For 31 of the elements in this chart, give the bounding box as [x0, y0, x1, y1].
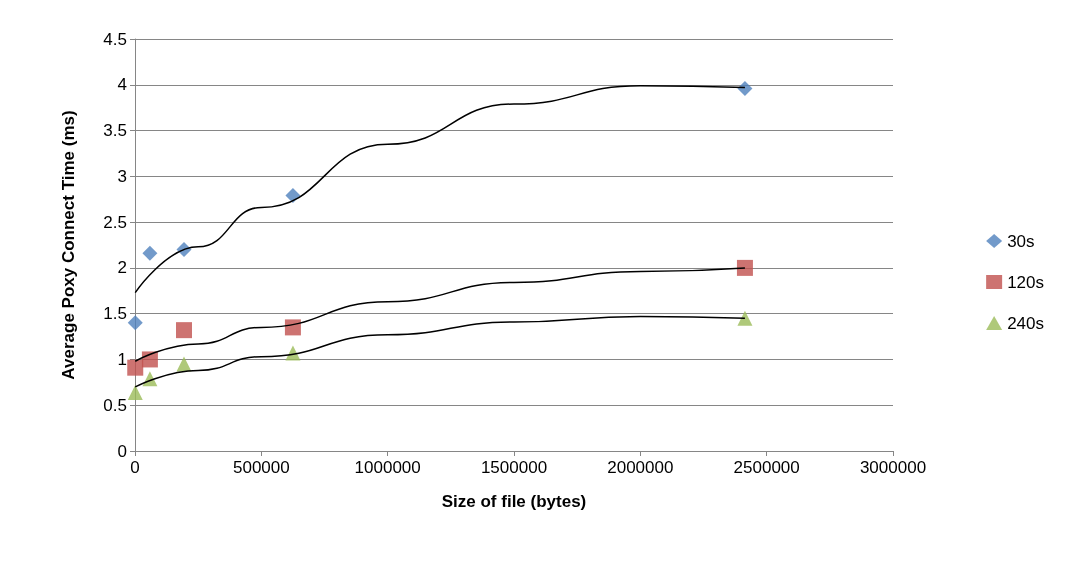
- y-tick-label: 3: [117, 166, 127, 186]
- y-axis-title: Average Poxy Connect Time (ms): [59, 110, 78, 380]
- x-tick-label: 3000000: [859, 458, 927, 477]
- point: [127, 384, 143, 400]
- point: [284, 319, 301, 336]
- point: [737, 310, 753, 326]
- point: [142, 245, 158, 261]
- y-tick-label: 4: [117, 75, 127, 95]
- legend-label: 120s: [1007, 272, 1045, 292]
- legend-label: 30s: [1007, 231, 1035, 251]
- x-tick-label: 500000: [232, 458, 290, 477]
- legend-label: 240s: [1007, 313, 1045, 333]
- y-tick-label: 1: [117, 349, 127, 369]
- x-tick-label: 1500000: [480, 458, 548, 477]
- y-tick-label: 4.5: [103, 29, 127, 49]
- y-tick-label: 2: [117, 258, 127, 278]
- point: [736, 259, 753, 276]
- x-tick-label: 2000000: [607, 458, 674, 477]
- x-tick-label: 2500000: [733, 458, 800, 477]
- y-tick-label: 0.5: [103, 395, 127, 415]
- y-tick-label: 3.5: [103, 121, 127, 141]
- point: [176, 322, 193, 339]
- x-axis-title: Size of file (bytes): [441, 492, 587, 511]
- y-tick-label: 0: [117, 441, 127, 461]
- point: [737, 80, 753, 96]
- point: [127, 315, 143, 331]
- point: [127, 359, 144, 376]
- y-tick-label: 1.5: [103, 304, 127, 324]
- y-tick-label: 2.5: [103, 212, 127, 232]
- x-tick-label: 1000000: [354, 458, 421, 477]
- x-tick-label: 0: [130, 458, 140, 477]
